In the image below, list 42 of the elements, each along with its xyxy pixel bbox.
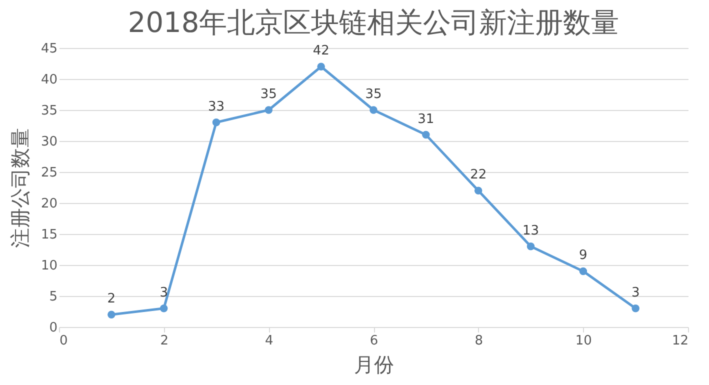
x-axis-title: 月份 (354, 352, 394, 376)
data-label: 35 (365, 87, 382, 102)
point (632, 304, 640, 312)
data-label: 33 (208, 99, 225, 114)
y-tick-label: 25 (40, 166, 58, 180)
data-label: 13 (522, 223, 540, 238)
y-tick-label: 40 (40, 72, 58, 88)
point (474, 186, 482, 194)
point (370, 106, 378, 114)
point (212, 118, 220, 126)
y-tick-label: 15 (40, 228, 58, 242)
data-label: 9 (579, 248, 588, 264)
data-label: 42 (312, 44, 330, 59)
point (422, 130, 430, 139)
y-tick-label: 0 (49, 320, 58, 336)
y-tick-label: 35 (40, 104, 58, 118)
y-tick-label: 20 (40, 196, 58, 212)
y-tick-label: 45 (40, 42, 58, 56)
data-label: 22 (470, 168, 487, 183)
y-axis-title: 注册公司数量 (8, 128, 32, 248)
y-tick-label: 30 (40, 134, 58, 150)
data-label: 31 (418, 112, 434, 127)
data-label: 3 (631, 285, 640, 300)
point (108, 310, 116, 318)
x-tick-label: 4 (265, 334, 274, 348)
x-tick-label: 10 (575, 334, 592, 348)
data-label: 2 (107, 292, 116, 307)
y-tick-label: 10 (40, 258, 58, 274)
x-tick-label: 6 (370, 334, 378, 348)
x-tick-label: 0 (60, 334, 68, 348)
point (526, 242, 535, 250)
x-tick-label: 2 (160, 334, 168, 348)
data-label: 35 (260, 87, 277, 102)
data-label: 3 (160, 285, 168, 300)
x-tick-label: 8 (474, 334, 483, 348)
point (264, 106, 273, 114)
point (160, 304, 168, 312)
chart-title: 2018年北京区块链相关公司新注册数量 (128, 6, 620, 39)
point (579, 267, 588, 276)
point (317, 62, 325, 70)
x-tick-label: 12 (672, 334, 688, 348)
y-tick-label: 5 (49, 290, 58, 304)
